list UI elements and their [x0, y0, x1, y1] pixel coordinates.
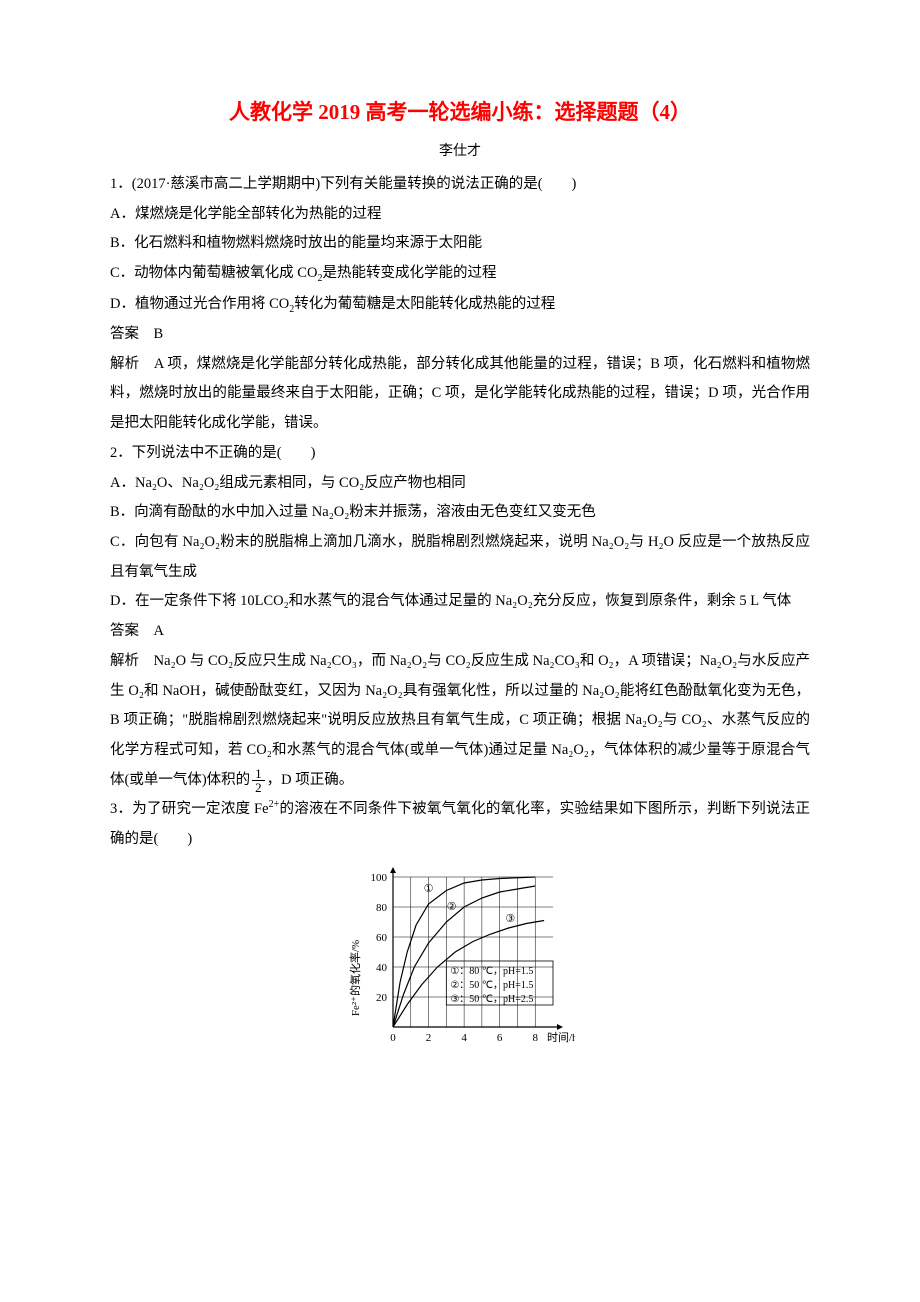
- q1-opt-a: A．煤燃烧是化学能全部转化为热能的过程: [110, 200, 810, 230]
- svg-text:40: 40: [376, 962, 388, 974]
- page-title: 人教化学 2019 高考一轮选编小练：选择题题（4）: [110, 96, 810, 126]
- q1-opt-c: C．动物体内葡萄糖被氧化成 CO2是热能转变成化学能的过程: [110, 259, 810, 289]
- q2-opt-c: C．向包有 Na₂O₂粉末的脱脂棉上滴加几滴水，脱脂棉剧烈燃烧起来，说明 Na₂…: [110, 528, 810, 587]
- q2-stem: 2．下列说法中不正确的是( ): [110, 439, 810, 469]
- q2-answer: 答案 A: [110, 617, 810, 647]
- q1-explain: 解析 A 项，煤燃烧是化学能部分转化成热能，部分转化成其他能量的过程，错误；B …: [110, 350, 810, 439]
- svg-text:②: ②: [447, 901, 457, 913]
- oxidation-rate-chart: 0 2 4 6 8 20 40 60 80 100 Fe²⁺的氧化率/% 时间/h ① ② ③ ①：80 ℃，…: [345, 863, 575, 1059]
- svg-text:时间/h: 时间/h: [547, 1031, 575, 1044]
- svg-text:0: 0: [390, 1032, 396, 1044]
- svg-text:80: 80: [376, 902, 388, 914]
- svg-text:20: 20: [376, 992, 388, 1004]
- svg-text:③: ③: [505, 913, 515, 925]
- q3-stem: 3．为了研究一定浓度 Fe2+的溶液在不同条件下被氧气氧化的氧化率，实验结果如下…: [110, 795, 810, 854]
- q2-explain: 解析 Na₂O 与 CO₂反应只生成 Na₂CO₃，而 Na₂O₂与 CO₂反应…: [110, 647, 810, 796]
- svg-text:Fe²⁺的氧化率/%: Fe²⁺的氧化率/%: [348, 940, 362, 1016]
- svg-text:2: 2: [426, 1032, 432, 1044]
- svg-text:6: 6: [497, 1032, 503, 1044]
- q2-opt-b: B．向滴有酚酞的水中加入过量 Na₂O₂粉末并振荡，溶液由无色变红又变无色: [110, 498, 810, 528]
- svg-text:100: 100: [371, 872, 388, 884]
- q1-stem: 1．(2017·慈溪市高二上学期期中)下列有关能量转换的说法正确的是( ): [110, 170, 810, 200]
- svg-text:②：50 ℃，pH=1.5: ②：50 ℃，pH=1.5: [450, 980, 533, 991]
- q2-opt-d: D．在一定条件下将 10LCO₂和水蒸气的混合气体通过足量的 Na₂O₂充分反应…: [110, 587, 810, 617]
- author: 李仕才: [110, 140, 810, 160]
- svg-text:4: 4: [461, 1032, 467, 1044]
- q2-opt-a: A．Na₂O、Na₂O₂组成元素相同，与 CO₂反应产物也相同: [110, 469, 810, 499]
- svg-text:8: 8: [532, 1032, 538, 1044]
- q1-opt-b: B．化石燃料和植物燃料燃烧时放出的能量均来源于太阳能: [110, 229, 810, 259]
- svg-text:①: ①: [424, 883, 434, 895]
- q1-answer: 答案 B: [110, 320, 810, 350]
- svg-text:60: 60: [376, 932, 388, 944]
- svg-text:①：80 ℃，pH=1.5: ①：80 ℃，pH=1.5: [450, 966, 533, 977]
- q1-opt-d: D．植物通过光合作用将 CO2转化为葡萄糖是太阳能转化成热能的过程: [110, 290, 810, 320]
- svg-text:③：50 ℃，pH=2.5: ③：50 ℃，pH=2.5: [450, 994, 533, 1005]
